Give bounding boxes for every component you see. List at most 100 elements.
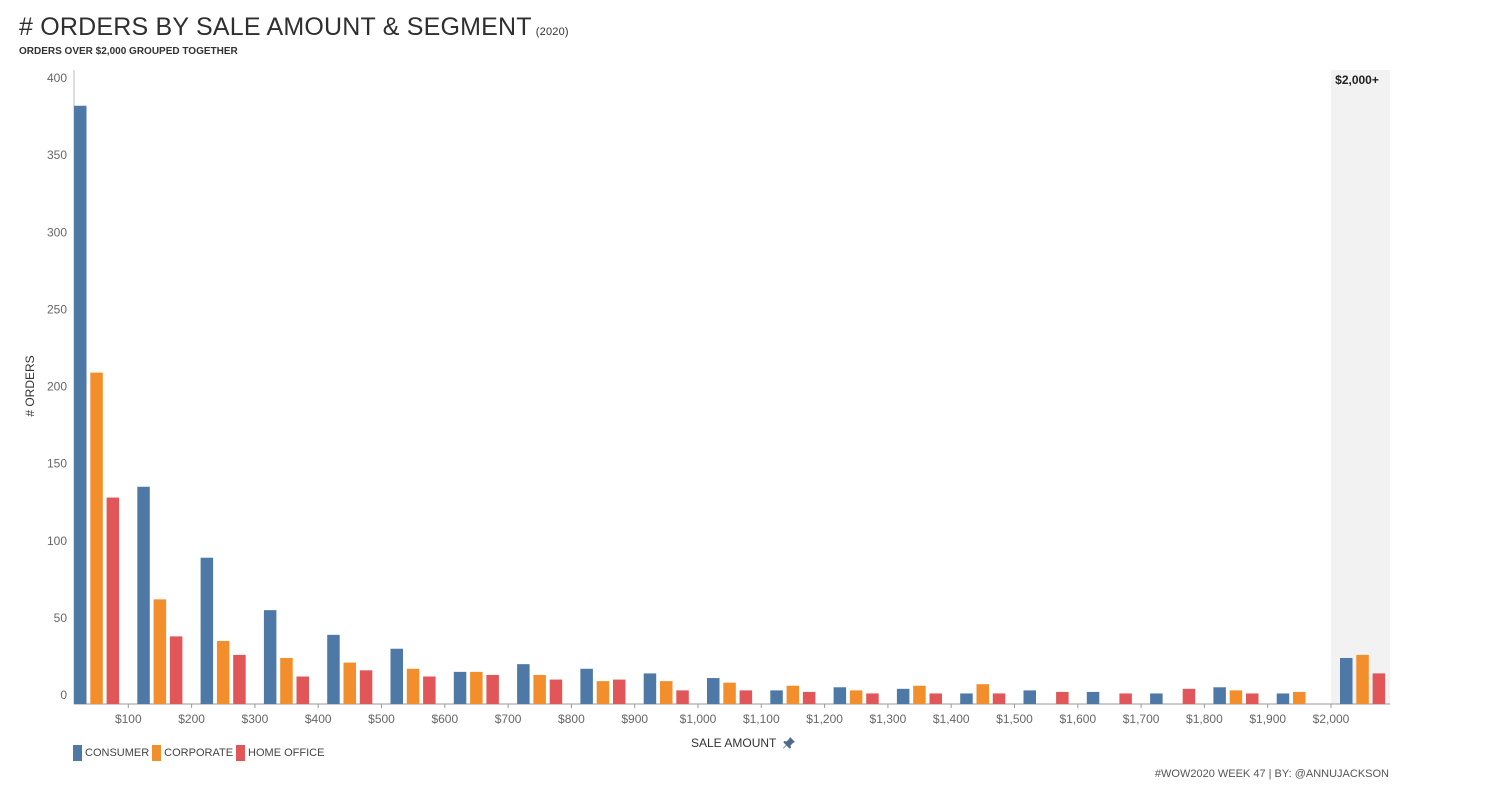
bar-home-office [1119, 693, 1132, 704]
bar-home-office [929, 693, 942, 704]
bar-corporate [90, 372, 103, 704]
bar-home-office [992, 693, 1006, 704]
bar-home-office [169, 636, 183, 704]
bar-home-office [739, 690, 753, 704]
bar-corporate [786, 685, 800, 704]
x-tick-label: $500 [368, 712, 395, 726]
bar-consumer [1276, 693, 1290, 704]
bar-consumer [770, 690, 783, 704]
legend-label-corporate: CORPORATE [164, 747, 234, 759]
bar-home-office [1056, 691, 1069, 704]
bar-corporate [1229, 690, 1243, 704]
bar-corporate [913, 685, 926, 704]
x-tick-label: $700 [495, 712, 522, 726]
chart-title-text: # ORDERS BY SALE AMOUNT & SEGMENT [19, 13, 532, 41]
y-tick-label: 400 [47, 71, 67, 85]
x-tick-label: $900 [621, 712, 648, 726]
bar-corporate [723, 682, 736, 704]
bar-corporate [470, 671, 483, 704]
bar-consumer [1086, 691, 1100, 704]
legend-swatch-home-office [236, 745, 246, 761]
bar-home-office [549, 679, 563, 704]
bar-consumer [580, 668, 593, 704]
highlight-band-label: $2,000+ [1335, 73, 1379, 87]
x-tick-label: $1,300 [870, 712, 907, 726]
bar-consumer [1213, 687, 1226, 704]
bar-consumer [327, 634, 340, 704]
bar-consumer [707, 678, 720, 704]
bar-consumer [74, 105, 87, 704]
bar-corporate [1356, 654, 1369, 704]
bar-consumer [643, 673, 657, 704]
legend-item-consumer[interactable]: CONSUMER [73, 745, 149, 761]
x-tick-label: $100 [115, 712, 142, 726]
bar-home-office [1372, 673, 1386, 704]
x-tick-label: $2,000 [1313, 712, 1350, 726]
legend-label-home-office: HOME OFFICE [248, 747, 325, 759]
legend-item-corporate[interactable]: CORPORATE [152, 745, 233, 761]
x-axis-title: SALE AMOUNT [691, 736, 777, 750]
bar-corporate [406, 668, 420, 704]
x-tick-label: $200 [178, 712, 205, 726]
x-tick-label: $1,700 [1123, 712, 1160, 726]
footer-credit: #WOW2020 WEEK 47 | BY: @ANNUJACKSON [1154, 768, 1389, 780]
bar-home-office [233, 654, 246, 704]
bar-corporate [596, 681, 610, 704]
chart-subtitle: ORDERS OVER $2,000 GROUPED TOGETHER [19, 46, 238, 57]
y-tick-label: 100 [47, 534, 67, 548]
x-tick-label: $1,000 [680, 712, 717, 726]
bar-corporate [216, 641, 230, 704]
y-axis-title: # ORDERS [23, 355, 37, 417]
bar-home-office [296, 676, 309, 704]
y-tick-label: 50 [54, 611, 68, 625]
bar-consumer [390, 648, 403, 704]
legend-item-home-office[interactable]: HOME OFFICE [236, 745, 324, 761]
x-tick-label: $600 [431, 712, 458, 726]
bar-home-office [486, 674, 499, 704]
bar-corporate [849, 690, 863, 704]
x-tick-label: $1,600 [1059, 712, 1096, 726]
bar-corporate [660, 681, 673, 704]
y-tick-label: 200 [47, 380, 67, 394]
bar-corporate [280, 657, 293, 704]
bar-home-office [802, 691, 816, 704]
bar-home-office [359, 670, 373, 704]
x-tick-label: $1,100 [743, 712, 780, 726]
chart-title-year: (2020) [535, 26, 569, 38]
y-tick-label: 150 [47, 457, 67, 471]
x-tick-label: $1,400 [933, 712, 970, 726]
y-tick-label: 300 [47, 225, 67, 239]
bar-consumer [517, 664, 530, 704]
x-tick-label: $1,900 [1249, 712, 1286, 726]
bar-corporate [1293, 691, 1306, 704]
x-tick-label: $400 [305, 712, 332, 726]
y-tick-label: 250 [47, 302, 67, 316]
x-tick-label: $300 [242, 712, 269, 726]
bar-corporate [343, 662, 356, 704]
bar-consumer [1150, 693, 1163, 704]
bar-consumer [453, 671, 467, 704]
pin-icon[interactable] [782, 736, 796, 750]
bar-consumer [896, 688, 910, 704]
bar-home-office [106, 497, 120, 704]
legend-label-consumer: CONSUMER [85, 747, 150, 759]
bar-consumer [137, 486, 150, 704]
legend-swatch-corporate [152, 745, 162, 761]
legend: CONSUMER CORPORATE HOME OFFICE [73, 745, 327, 761]
x-tick-label: $1,500 [996, 712, 1033, 726]
y-tick-label: 0 [60, 688, 67, 702]
bar-consumer [200, 557, 214, 704]
bar-home-office [866, 693, 879, 704]
x-tick-label: $1,200 [806, 712, 843, 726]
bar-consumer [960, 693, 973, 704]
x-axis-title-group: SALE AMOUNT [691, 736, 796, 750]
bar-home-office [423, 676, 436, 704]
chart-title: # ORDERS BY SALE AMOUNT & SEGMENT (2020) [19, 13, 569, 42]
highlight-band [1331, 70, 1390, 704]
bar-home-office [613, 679, 626, 704]
bar-corporate [976, 684, 989, 704]
bar-consumer [263, 610, 277, 704]
bar-home-office [676, 690, 689, 704]
x-tick-label: $1,800 [1186, 712, 1223, 726]
